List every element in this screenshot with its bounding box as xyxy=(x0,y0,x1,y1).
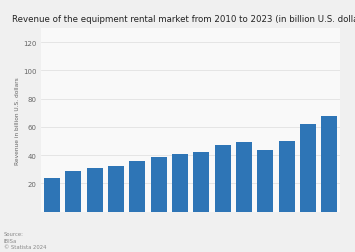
Bar xyxy=(236,143,252,212)
Bar xyxy=(87,168,103,212)
Bar xyxy=(108,167,124,212)
Title: Revenue of the equipment rental market from 2010 to 2023 (in billion U.S. dollar: Revenue of the equipment rental market f… xyxy=(12,15,355,24)
Bar xyxy=(172,154,188,212)
Bar xyxy=(214,146,231,212)
Bar xyxy=(193,153,209,212)
Text: Source:
IBISa
© Statista 2024: Source: IBISa © Statista 2024 xyxy=(4,231,46,249)
Bar xyxy=(65,171,81,212)
Bar xyxy=(151,157,166,212)
Bar xyxy=(279,141,295,212)
Bar xyxy=(257,150,273,212)
Y-axis label: Revenue in billion U.S. dollars: Revenue in billion U.S. dollars xyxy=(15,77,20,164)
Bar xyxy=(300,124,316,212)
Bar xyxy=(129,161,145,212)
Bar xyxy=(321,116,337,212)
Bar xyxy=(44,178,60,212)
